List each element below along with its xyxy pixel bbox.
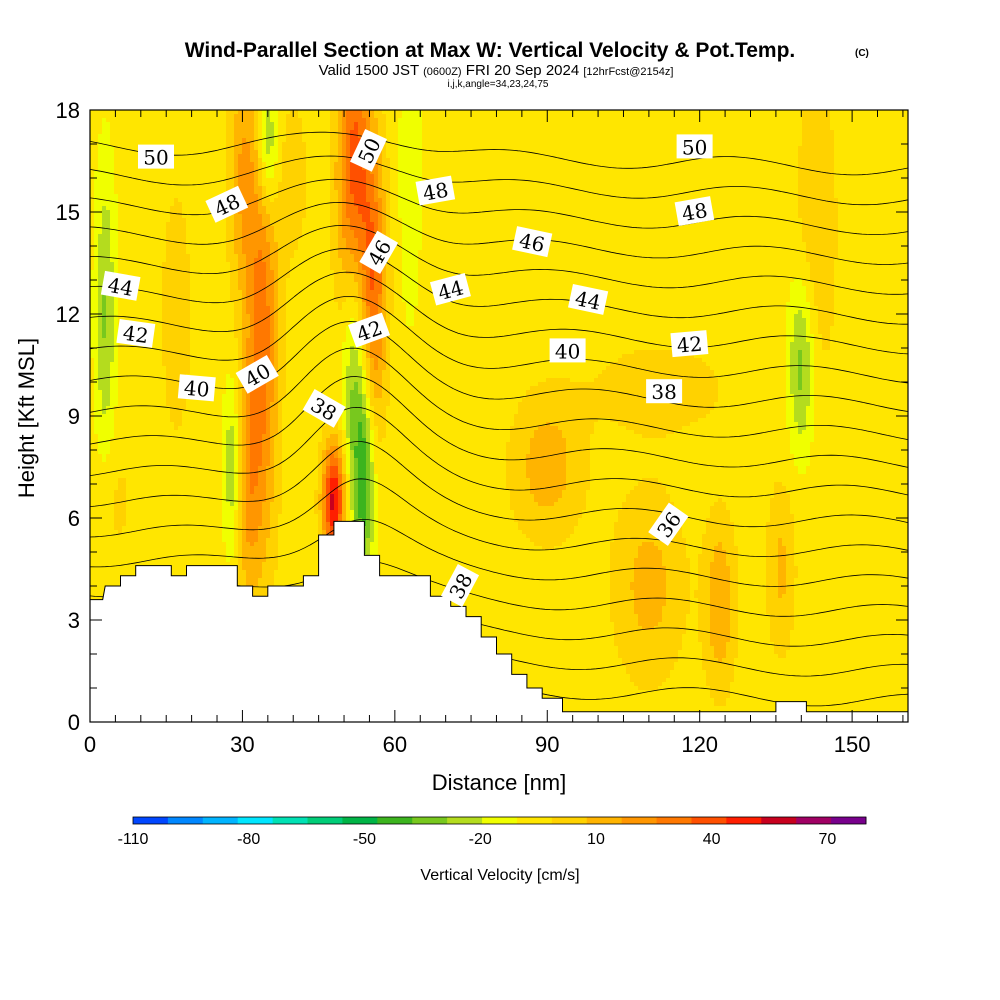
colorbar: -110 -80 -50 -20 10 40 70: [118, 816, 867, 848]
isentrope-line: [90, 407, 908, 498]
isentrope-label: 48: [674, 196, 715, 226]
isentrope-label: 42: [670, 330, 709, 358]
y-tick-label: 12: [56, 302, 80, 327]
colorbar-label: Vertical Velocity [cm/s]: [420, 867, 579, 884]
isentrope-line: [90, 225, 908, 295]
isentrope-label: 44: [429, 272, 471, 306]
isentrope-label: 38: [646, 379, 683, 404]
x-axis-ticks: 0 30 60 90 120 150: [84, 110, 904, 757]
colorbar-tick-label: -50: [353, 831, 376, 848]
colorbar-swatch: [447, 817, 483, 824]
colorbar-tick-label: 10: [587, 831, 605, 848]
title-mark: (C): [855, 48, 869, 59]
isentrope-line: [90, 376, 908, 468]
colorbar-swatch: [761, 817, 797, 824]
colorbar-swatch: [516, 817, 553, 824]
isentrope-label-text: 40: [555, 339, 580, 363]
y-tick-label: 15: [56, 200, 80, 225]
isentrope-line: [90, 347, 908, 440]
x-tick-label: 90: [535, 732, 559, 757]
colorbar-swatch: [272, 817, 309, 824]
colorbar-swatch: [656, 817, 692, 824]
isentrope-line: [90, 519, 908, 587]
colorbar-swatch: [377, 817, 413, 824]
isentrope-label-text: 48: [421, 178, 450, 206]
isentrope-line: [90, 178, 908, 235]
colorbar-tick-label: -110: [118, 831, 149, 848]
isentrope-label: 42: [116, 319, 156, 348]
isentrope-label-text: 42: [121, 321, 150, 348]
colorbar-swatch: [133, 817, 169, 824]
isentrope-line: [90, 478, 908, 557]
y-tick-label: 9: [68, 404, 80, 429]
grid-indices: i,j,k,angle=34,23,24,75: [448, 79, 549, 90]
y-axis-ticks: 0 3 6 9 12 15 18: [56, 98, 908, 735]
forecast-tag: [12hrFcst@2154z]: [583, 66, 673, 78]
x-tick-label: 120: [681, 732, 718, 757]
colorbar-swatch: [831, 817, 867, 824]
valid-prefix: Valid 1500 JST: [319, 62, 419, 79]
isentrope-label-text: 50: [143, 146, 168, 170]
colorbar-tick-label: -80: [237, 831, 260, 848]
isentrope-label: 40: [177, 374, 216, 402]
colorbar-swatch: [342, 817, 378, 824]
isentrope-label-text: 48: [680, 198, 709, 226]
isentrope-label: 46: [512, 226, 553, 258]
isentrope-label: 44: [100, 270, 141, 301]
x-tick-label: 0: [84, 732, 96, 757]
isentrope-label: 50: [138, 144, 174, 170]
y-tick-label: 6: [68, 506, 80, 531]
colorbar-swatch: [167, 817, 204, 824]
colorbar-swatch: [307, 817, 343, 824]
colorbar-swatch: [237, 817, 274, 824]
colorbar-swatch: [726, 817, 762, 824]
x-tick-label: 150: [834, 732, 871, 757]
isentrope-label: 40: [549, 338, 586, 363]
isentrope-label: 50: [676, 134, 713, 159]
isentrope-label-text: 42: [676, 332, 703, 358]
isentrope-label: 44: [568, 283, 609, 315]
valid-time-line: Valid 1500 JST (0600Z) FRI 20 Sep 2024 […: [319, 62, 674, 79]
y-tick-label: 0: [68, 710, 80, 735]
y-tick-label: 18: [56, 98, 80, 123]
isentrope-line: [90, 131, 908, 176]
colorbar-swatch: [412, 817, 448, 824]
isentrope-label-text: 44: [573, 286, 603, 315]
isentrope-label-text: 46: [517, 228, 547, 257]
y-axis-label: Height [Kft MSL]: [14, 338, 39, 498]
valid-zulu: (0600Z): [423, 66, 462, 78]
colorbar-swatch: [691, 817, 727, 824]
colorbar-swatch: [586, 817, 623, 824]
colorbar-tick-label: -20: [469, 831, 492, 848]
isentrope-label-text: 50: [682, 135, 707, 159]
x-tick-label: 30: [230, 732, 254, 757]
colorbar-frame: [132, 816, 867, 825]
colorbar-swatch: [482, 817, 518, 824]
colorbar-swatch: [621, 817, 658, 824]
isentrope-label-text: 38: [651, 380, 676, 404]
isentrope-label-text: 40: [183, 376, 210, 402]
colorbar-swatch: [551, 817, 588, 824]
isentrope-line: [90, 321, 908, 412]
chart-title: Wind-Parallel Section at Max W: Vertical…: [185, 39, 796, 62]
plot-area: [90, 110, 908, 722]
colorbar-tick-label: 70: [819, 831, 837, 848]
valid-date: FRI 20 Sep 2024: [466, 62, 579, 79]
colorbar-swatch: [796, 817, 832, 824]
isentrope-label: 48: [415, 175, 456, 206]
colorbar-tick-label: 40: [703, 831, 721, 848]
isentrope-label-text: 44: [106, 273, 135, 301]
x-tick-label: 60: [383, 732, 407, 757]
colorbar-swatch: [202, 817, 239, 824]
terrain-mask: [90, 520, 908, 722]
y-tick-label: 3: [68, 608, 80, 633]
isentrope-line: [90, 202, 908, 265]
x-axis-label: Distance [nm]: [432, 770, 567, 795]
